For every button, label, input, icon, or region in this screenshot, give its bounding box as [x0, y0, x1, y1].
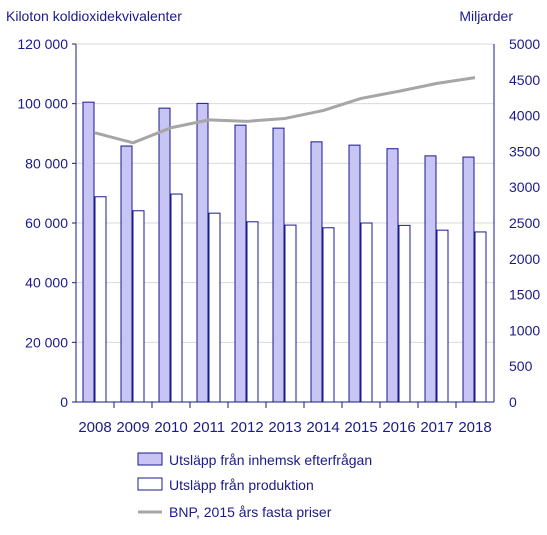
bar-inhemsk-efterfragan — [462, 156, 475, 403]
x-tick-label: 2012 — [230, 419, 263, 436]
gdp-series-line — [94, 76, 476, 145]
x-tick-label: 2015 — [344, 419, 377, 436]
bar-inhemsk-efterfragan — [348, 144, 361, 403]
x-tick-label: 2017 — [420, 419, 453, 436]
tick-labels: 0 20 000 40 000 60 000 80 000 100 000 120 000 0… — [17, 36, 540, 436]
y-right-tick-label: 1000 — [509, 322, 540, 338]
bar-produktion — [398, 224, 411, 403]
bar-produktion — [246, 221, 259, 403]
bar-produktion — [94, 196, 107, 403]
legend-swatch-produktion — [137, 477, 163, 491]
bar-inhemsk-efterfragan — [272, 127, 285, 403]
axes — [72, 43, 495, 408]
left-axis-label: Kiloton koldioxidekvivalenter — [6, 8, 182, 24]
y-right-tick-label: 2000 — [509, 251, 540, 267]
bar-inhemsk-efterfragan — [310, 141, 323, 403]
y-right-tick-label: 2500 — [509, 215, 540, 231]
bar-inhemsk-efterfragan — [158, 107, 171, 403]
bar-inhemsk-efterfragan — [386, 148, 399, 403]
right-axis-label: Miljarder — [459, 8, 513, 24]
x-tick-label: 2010 — [154, 419, 187, 436]
y-left-tick-label: 120 000 — [17, 36, 68, 52]
y-left-tick-label: 0 — [60, 394, 68, 410]
bar-produktion — [132, 210, 145, 403]
y-right-tick-label: 5000 — [509, 36, 540, 52]
bar-produktion — [170, 193, 183, 403]
x-tick-label: 2009 — [116, 419, 149, 436]
legend-label-inhemsk: Utsläpp från inhemsk efterfrågan — [169, 452, 372, 468]
y-left-tick-label: 40 000 — [25, 275, 68, 291]
x-tick-label: 2018 — [458, 419, 491, 436]
y-right-tick-label: 3500 — [509, 143, 540, 159]
bar-produktion — [284, 224, 297, 403]
bar-produktion — [322, 227, 335, 403]
legend-label-produktion: Utsläpp från produktion — [169, 477, 314, 493]
gdp-line — [94, 76, 476, 145]
x-tick-label: 2014 — [306, 419, 339, 436]
y-left-tick-label: 100 000 — [17, 96, 68, 112]
y-left-tick-label: 20 000 — [25, 334, 68, 350]
x-tick-label: 2008 — [78, 419, 111, 436]
y-right-tick-label: 4000 — [509, 108, 540, 124]
bar-inhemsk-efterfragan — [82, 101, 95, 403]
x-tick-label: 2013 — [268, 419, 301, 436]
legend: Utsläpp från inhemsk efterfrågan Utsläpp … — [137, 452, 372, 520]
x-tick-label: 2016 — [382, 419, 415, 436]
y-left-tick-label: 60 000 — [25, 215, 68, 231]
y-right-tick-label: 1500 — [509, 287, 540, 303]
bar-produktion — [474, 231, 487, 403]
bar-inhemsk-efterfragan — [234, 124, 247, 403]
y-right-tick-label: 3000 — [509, 179, 540, 195]
gridlines — [76, 43, 494, 343]
bar-inhemsk-efterfragan — [196, 102, 209, 403]
bar-produktion — [208, 212, 221, 403]
y-left-tick-label: 80 000 — [25, 155, 68, 171]
bar-produktion — [436, 229, 449, 403]
y-right-tick-label: 500 — [509, 358, 533, 374]
bar-inhemsk-efterfragan — [120, 145, 133, 403]
y-right-tick-label: 0 — [509, 394, 517, 410]
y-right-tick-label: 4500 — [509, 72, 540, 88]
x-tick-label: 2011 — [193, 419, 225, 436]
legend-swatch-inhemsk — [137, 452, 163, 466]
bar-produktion — [360, 222, 373, 403]
bar-inhemsk-efterfragan — [424, 155, 437, 403]
bars — [82, 101, 487, 403]
legend-label-bnp: BNP, 2015 års fasta priser — [169, 504, 332, 520]
